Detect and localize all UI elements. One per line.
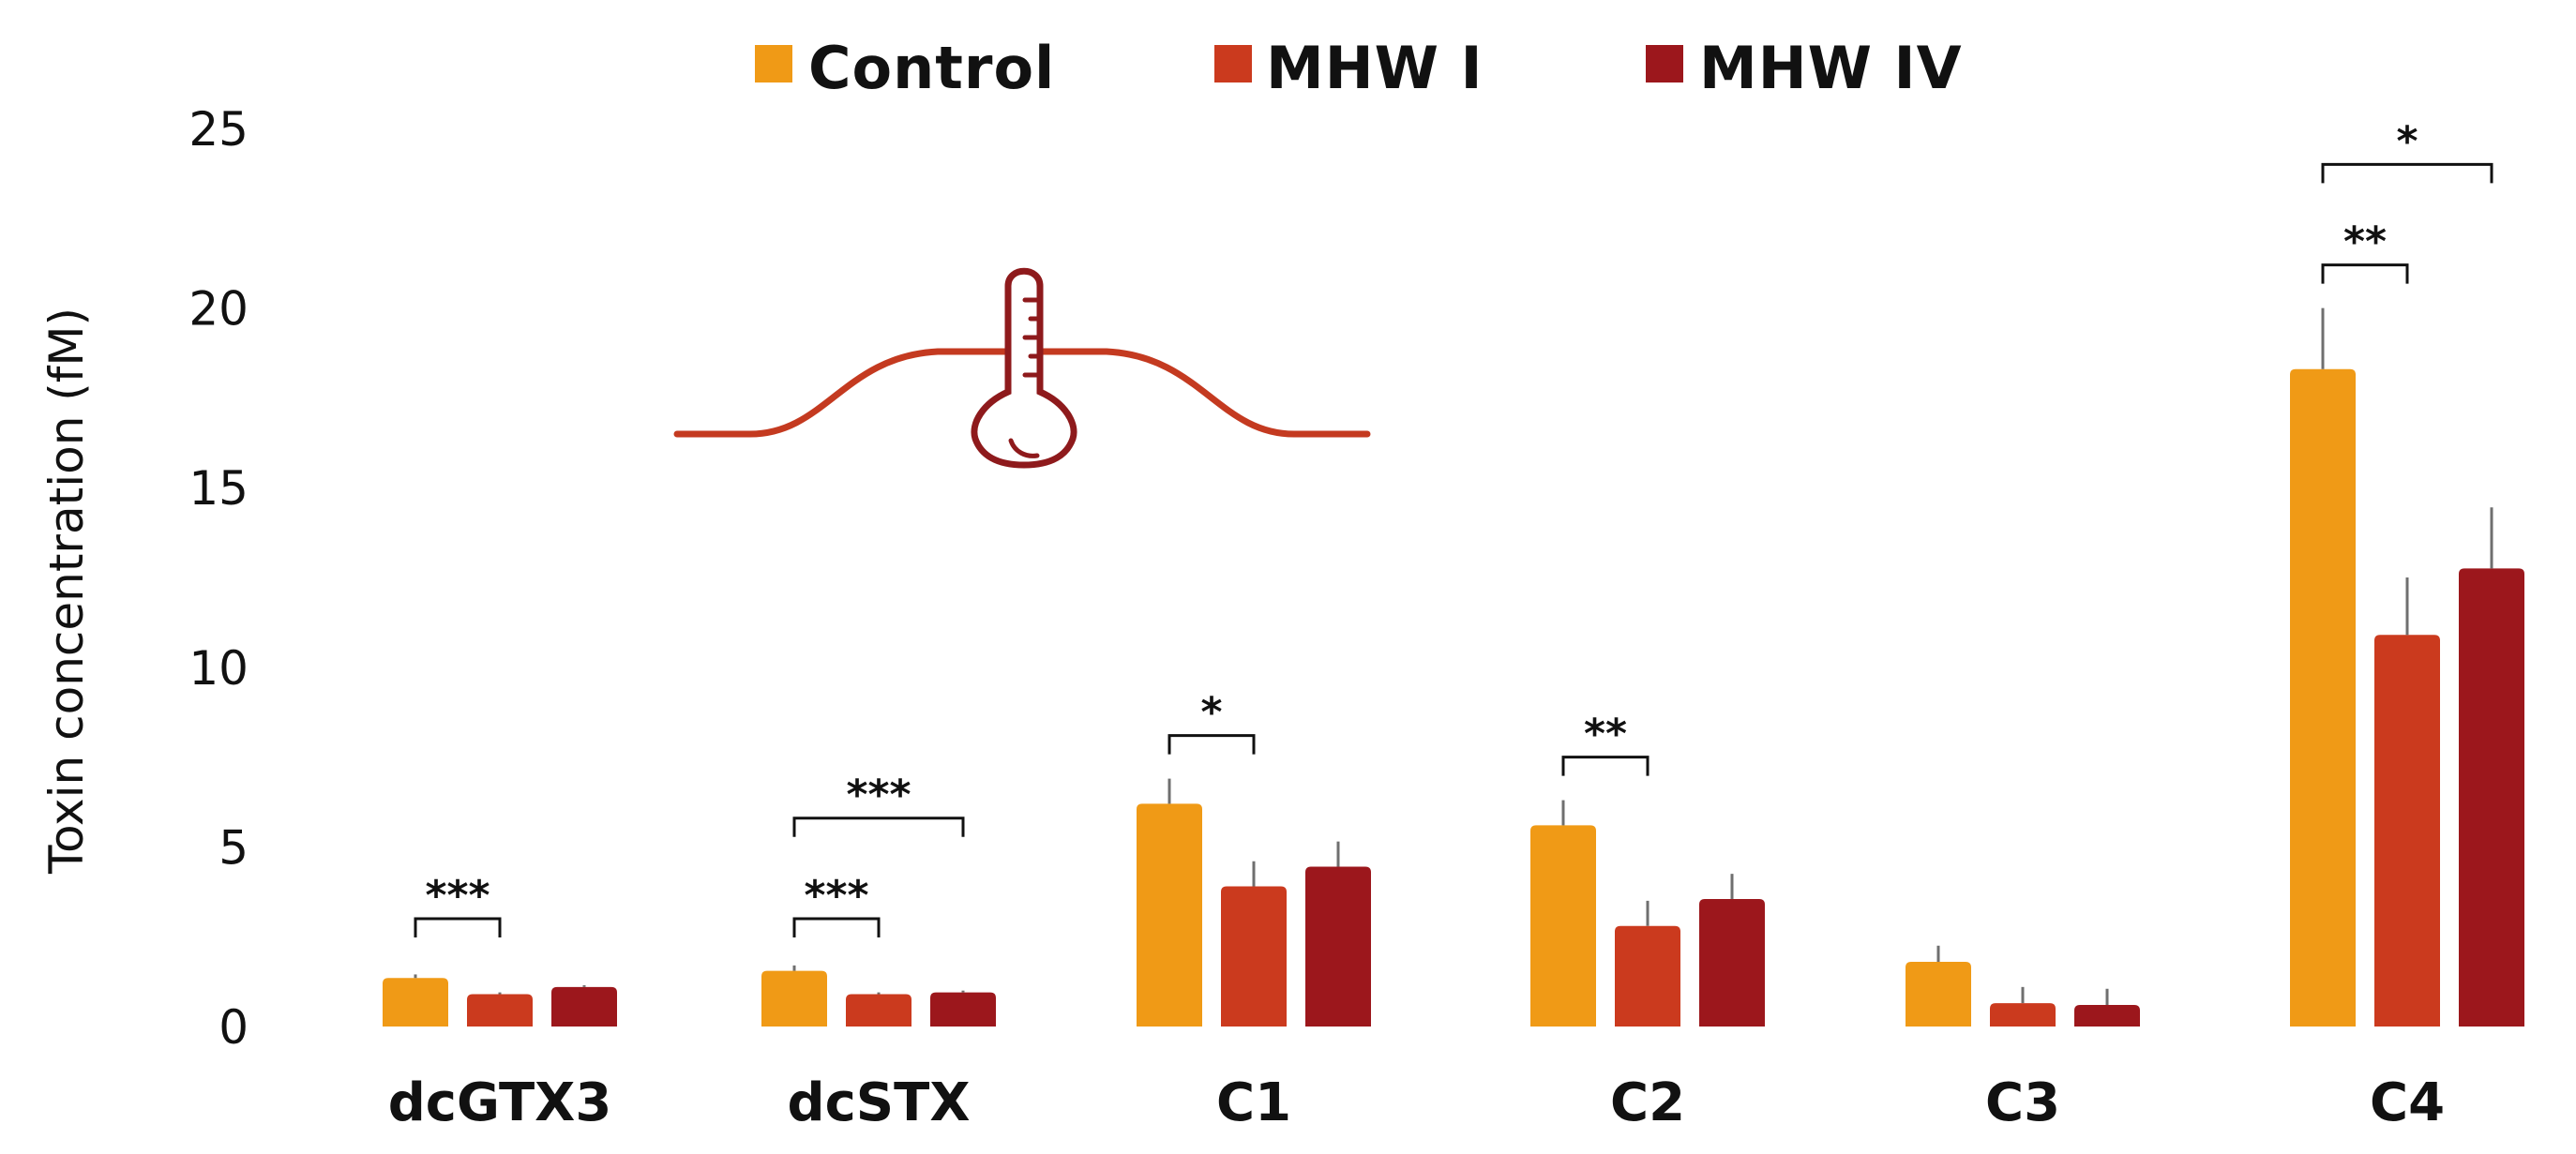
y-tick-label-5: 5 <box>218 820 249 875</box>
legend-swatch-mhw-iv <box>1646 45 1683 82</box>
significance-label-c2-4: ** <box>1584 711 1627 758</box>
y-axis-label: Toxin concentration (fM) <box>39 307 94 875</box>
bar-dcgtx3-control <box>383 978 448 1027</box>
bar-dcgtx3-mhw-iv <box>551 986 617 1027</box>
bar-c2-control <box>1530 825 1596 1027</box>
bar-c2-mhw-iv <box>1699 898 1765 1027</box>
significance-bracket-c4-5 <box>2321 263 2409 284</box>
category-label-c3: C3 <box>1985 1072 2060 1133</box>
significance-bracket-dcstx-2 <box>792 817 965 837</box>
bar-c2-mhw-i <box>1615 925 1680 1027</box>
y-tick-label-25: 25 <box>188 102 249 157</box>
bar-c4-mhw-iv <box>2459 568 2524 1027</box>
significance-label-c1-3: * <box>1200 689 1222 737</box>
significance-brackets: *** ******* ***** <box>414 117 2493 938</box>
significance-label-dcstx-1: *** <box>804 872 868 920</box>
legend-label-mhw-iv: MHW IV <box>1699 34 1963 102</box>
bar-c1-control <box>1137 803 1202 1027</box>
bar-c3-mhw-iv <box>2074 1005 2140 1027</box>
category-label-c2: C2 <box>1610 1072 1685 1133</box>
y-tick-label-15: 15 <box>188 461 249 516</box>
category-label-c4: C4 <box>2370 1072 2445 1133</box>
marine-heatwave-thermometer-icon <box>673 267 1371 469</box>
y-axis-ticks: 0 5 10 15 20 25 <box>188 102 249 1055</box>
y-tick-label-10: 10 <box>188 641 249 696</box>
significance-label-dcstx-2: *** <box>846 772 911 819</box>
category-labels: dcGTX3 dcSTX C1 C2 C3 C4 <box>388 1072 2445 1133</box>
significance-bracket-c2-4 <box>1561 756 1650 776</box>
category-label-c1: C1 <box>1216 1072 1291 1133</box>
bar-c1-mhw-i <box>1221 886 1287 1027</box>
bar-dcstx-mhw-iv <box>930 992 996 1027</box>
legend: Control MHW I MHW IV <box>755 34 1963 102</box>
y-tick-label-0: 0 <box>218 1000 249 1055</box>
category-label-dcstx: dcSTX <box>788 1072 971 1133</box>
error-bars <box>414 307 2493 1006</box>
significance-bracket-dcgtx3-0 <box>414 917 502 938</box>
significance-bracket-dcstx-1 <box>792 917 881 938</box>
category-label-dcgtx3: dcGTX3 <box>388 1072 612 1133</box>
significance-label-c4-6: * <box>2396 117 2418 165</box>
legend-label-control: Control <box>808 34 1055 102</box>
bar-dcstx-mhw-i <box>846 994 911 1027</box>
bar-c4-mhw-i <box>2374 635 2440 1027</box>
bars <box>383 368 2524 1027</box>
y-tick-label-20: 20 <box>188 282 249 337</box>
bar-c3-control <box>1906 962 1971 1027</box>
significance-label-dcgtx3-0: *** <box>425 872 490 920</box>
legend-label-mhw-i: MHW I <box>1266 34 1484 102</box>
legend-swatch-control <box>755 45 792 82</box>
bar-c3-mhw-i <box>1990 1003 2056 1027</box>
significance-label-c4-5: ** <box>2343 218 2387 266</box>
legend-swatch-mhw-i <box>1214 45 1252 82</box>
bar-dcstx-control <box>761 970 827 1027</box>
significance-bracket-c4-6 <box>2321 162 2493 184</box>
significance-bracket-c1-3 <box>1167 734 1256 755</box>
bar-dcgtx3-mhw-i <box>467 994 533 1027</box>
bar-c4-control <box>2290 368 2356 1027</box>
bar-c1-mhw-iv <box>1305 866 1371 1027</box>
